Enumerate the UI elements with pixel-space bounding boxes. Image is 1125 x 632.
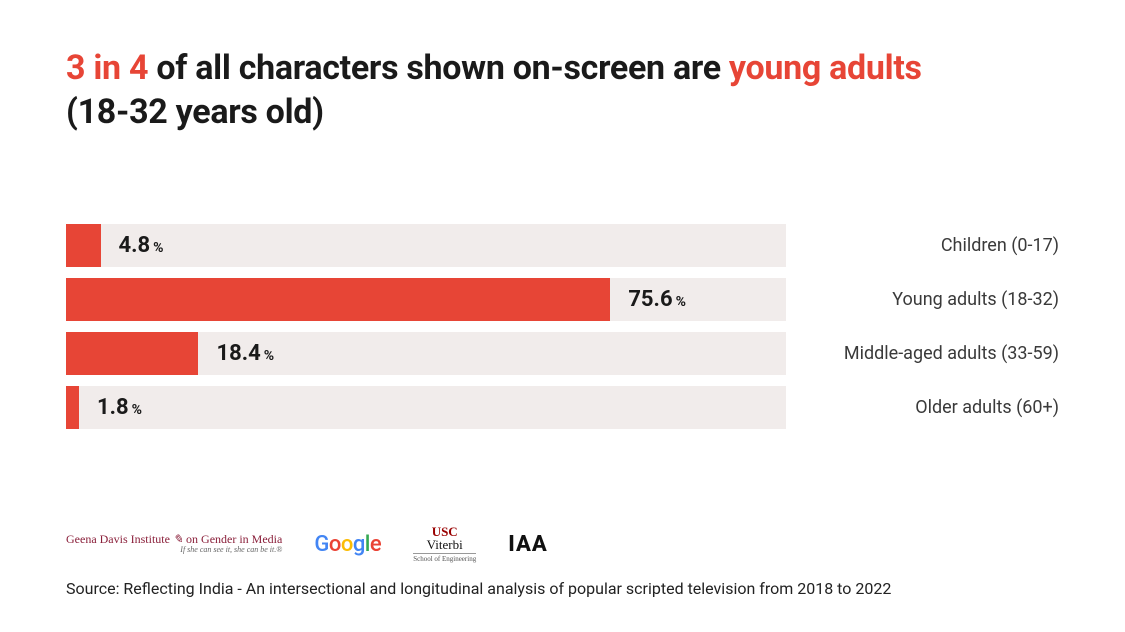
logo-google: Google [314,532,381,557]
bar-category: Older adults (60+) [915,397,1059,418]
bar-fill [66,278,610,321]
bar-category: Children (0-17) [941,235,1059,256]
logo-usc-viterbi: USC Viterbi School of Engineering [413,525,476,563]
title-seg-5: (18-32 years old) [66,92,324,132]
title-seg-2: characters shown on-screen [239,48,665,88]
source-line: Source: Reflecting India - An intersecti… [66,579,1059,598]
bar-fill [66,386,79,429]
bar-row: 1.8% Older adults (60+) [66,386,1059,429]
title-seg-3: are [665,48,729,88]
bar-chart: 4.8% Children (0-17) 75.6% Young adults … [66,224,1059,429]
title-seg-0: 3 in 4 [66,48,148,88]
bar-track: 18.4% [66,332,786,375]
bar-row: 4.8% Children (0-17) [66,224,1059,267]
bar-track: 4.8% [66,224,786,267]
logo-geena-davis: Geena Davis Institute ✎ on Gender in Med… [66,533,282,555]
title-seg-1: of all [148,48,239,88]
bar-category: Young adults (18-32) [892,289,1059,310]
bar-category: Middle-aged adults (33-59) [844,343,1059,364]
bar-value: 75.6% [628,287,686,312]
bar-row: 18.4% Middle-aged adults (33-59) [66,332,1059,375]
bar-track: 1.8% [66,386,786,429]
bar-fill [66,224,101,267]
chart-title: 3 in 4 of all characters shown on-screen… [66,46,966,134]
bar-row: 75.6% Young adults (18-32) [66,278,1059,321]
bar-value: 18.4% [216,341,274,366]
bar-track: 75.6% [66,278,786,321]
bar-fill [66,332,198,375]
bar-value: 4.8% [119,233,164,258]
bar-value: 1.8% [97,395,142,420]
title-seg-4: young adults [729,48,922,88]
footer: Geena Davis Institute ✎ on Gender in Med… [66,525,1059,598]
logo-row: Geena Davis Institute ✎ on Gender in Med… [66,525,1059,563]
logo-iaa: IAA [508,532,548,557]
